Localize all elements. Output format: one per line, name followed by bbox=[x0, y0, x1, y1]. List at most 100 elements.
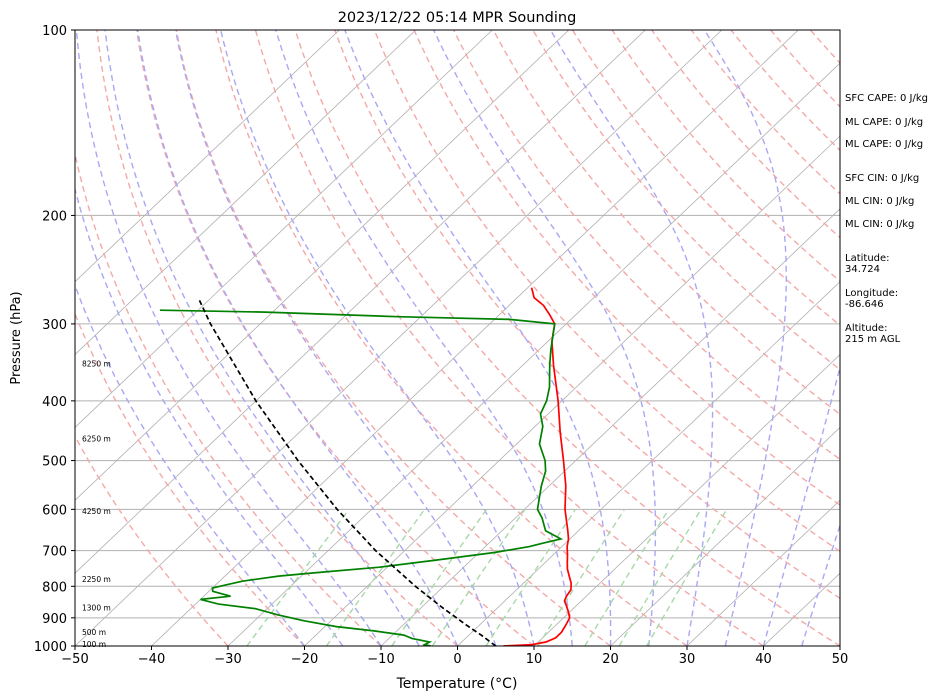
mixing-ratio-line bbox=[391, 508, 488, 646]
x-tick-label: −20 bbox=[291, 652, 318, 667]
moist-adiabat-line bbox=[174, 30, 497, 646]
y-axis-label: Pressure (hPa) bbox=[9, 291, 24, 384]
dry-adiabat-line bbox=[254, 30, 764, 646]
mixing-ratio-line bbox=[618, 508, 702, 646]
x-tick-label: 20 bbox=[602, 652, 619, 667]
mixing-ratio-line bbox=[485, 508, 577, 646]
dry-adiabat-line bbox=[651, 30, 840, 239]
mixing-ratio-line bbox=[325, 508, 426, 646]
x-tick-label: 30 bbox=[679, 652, 696, 667]
latitude-value: 34.724 bbox=[845, 264, 880, 275]
height-label: 8250 m bbox=[82, 360, 111, 369]
dry-adiabat-line bbox=[532, 30, 840, 371]
height-label: 2250 m bbox=[82, 575, 111, 584]
mixing-ratio-line bbox=[246, 508, 350, 646]
ml-cin-label: ML CIN: 0 J/kg bbox=[845, 196, 915, 207]
moist-adiabat-line bbox=[104, 30, 420, 646]
altitude-info: Altitude: 215 m AGL bbox=[845, 323, 900, 345]
sfc-cin-label: SFC CIN: 0 J/kg bbox=[845, 173, 920, 184]
longitude-value: -86.646 bbox=[845, 299, 884, 310]
plot-frame bbox=[74, 29, 841, 647]
background-lines bbox=[75, 30, 840, 646]
isotherm-line bbox=[75, 30, 723, 646]
x-tick-label: −30 bbox=[214, 652, 241, 667]
mixing-ratio-line bbox=[645, 508, 728, 646]
moist-adiabat-line bbox=[75, 186, 344, 646]
moist-adiabat-line bbox=[275, 30, 573, 646]
dry-adiabat-line bbox=[215, 30, 688, 646]
isotherm-line bbox=[227, 62, 840, 646]
dry-adiabat-line bbox=[690, 30, 840, 195]
moist-adiabat-line bbox=[137, 30, 459, 646]
dry-adiabat-line bbox=[334, 30, 840, 600]
moist-adiabat-line bbox=[549, 30, 714, 646]
moist-adiabat-line bbox=[75, 30, 382, 646]
x-tick-label: 0 bbox=[453, 652, 461, 667]
x-axis-label: Temperature (°C) bbox=[396, 676, 518, 692]
dry-adiabat-line bbox=[373, 30, 840, 553]
x-tick-label: 40 bbox=[755, 652, 772, 667]
isotherm-line bbox=[380, 208, 840, 646]
y-tick-label: 800 bbox=[42, 580, 67, 595]
y-axis: 1000 900 800 700 600 500 400 300 200 100 bbox=[34, 24, 75, 655]
moist-adiabat-line bbox=[344, 30, 612, 646]
dry-adiabat-line bbox=[294, 30, 840, 646]
mixing-ratio-line bbox=[537, 508, 626, 646]
dry-adiabat-line bbox=[75, 312, 305, 646]
y-tick-label: 700 bbox=[42, 545, 67, 560]
moist-adiabat-line bbox=[220, 30, 535, 646]
height-label: 500 m bbox=[82, 628, 106, 637]
dry-adiabat-line bbox=[413, 30, 840, 506]
latitude-info: Latitude: 34.724 bbox=[845, 253, 890, 275]
x-tick-label: −50 bbox=[61, 652, 88, 667]
moist-adiabat-line bbox=[703, 30, 787, 646]
isotherm-line bbox=[75, 30, 340, 283]
dry-adiabat-line bbox=[571, 30, 840, 327]
isotherm-line bbox=[75, 30, 646, 574]
moist-adiabat-line bbox=[801, 523, 840, 646]
moist-adiabat-line bbox=[75, 283, 306, 646]
ml-cape-label: ML CAPE: 0 J/kg bbox=[845, 117, 924, 128]
height-label: 4250 m bbox=[82, 507, 111, 516]
height-label: 1300 m bbox=[82, 604, 111, 613]
y-tick-label: 100 bbox=[42, 24, 67, 39]
x-tick-label: −40 bbox=[138, 652, 165, 667]
isotherm-line bbox=[610, 426, 840, 646]
mixing-ratio-line bbox=[431, 508, 526, 646]
dry-adiabat-line bbox=[75, 434, 229, 646]
dry-adiabat-line bbox=[453, 30, 840, 461]
isotherm-line bbox=[151, 30, 799, 646]
isotherm-line bbox=[686, 499, 840, 646]
moist-adiabat-line bbox=[433, 30, 657, 646]
longitude-info: Longitude: -86.646 bbox=[845, 288, 898, 310]
latitude-label: Latitude: bbox=[845, 253, 890, 264]
sfc-cape-label: SFC CAPE: 0 J/kg bbox=[845, 93, 928, 104]
y-tick-label: 500 bbox=[42, 455, 67, 470]
height-labels: 100 m 500 m 1300 m 2250 m 4250 m 6250 m 8250 m bbox=[82, 360, 111, 649]
y-tick-label: 300 bbox=[42, 318, 67, 333]
isotherm-line bbox=[533, 354, 840, 646]
isotherm-line bbox=[457, 281, 840, 646]
y-tick-label: 400 bbox=[42, 395, 67, 410]
isotherm-line bbox=[304, 135, 840, 646]
y-tick-label: 1000 bbox=[34, 640, 67, 655]
mixing-ratio-line bbox=[584, 508, 670, 646]
y-tick-label: 200 bbox=[42, 209, 67, 224]
y-tick-label: 900 bbox=[42, 612, 67, 627]
x-tick-label: −10 bbox=[367, 652, 394, 667]
y-tick-label: 600 bbox=[42, 503, 67, 518]
dewpoint-profile-line bbox=[159, 309, 564, 646]
isotherm-line bbox=[75, 30, 570, 501]
height-label: 6250 m bbox=[82, 434, 111, 443]
altitude-label: Altitude: bbox=[845, 323, 888, 334]
height-label: 100 m bbox=[82, 640, 106, 649]
parcel-profile-line bbox=[197, 298, 497, 646]
x-axis: −50 −40 −30 −20 −10 0 10 20 30 40 50 bbox=[61, 646, 848, 667]
altitude-value: 215 m AGL bbox=[845, 334, 901, 345]
profiles bbox=[159, 287, 572, 646]
isotherm-line bbox=[75, 30, 417, 356]
dry-adiabat-line bbox=[175, 30, 611, 646]
dry-adiabat-line bbox=[75, 151, 382, 646]
ml-cin-label-2: ML CIN: 0 J/kg bbox=[845, 219, 915, 230]
